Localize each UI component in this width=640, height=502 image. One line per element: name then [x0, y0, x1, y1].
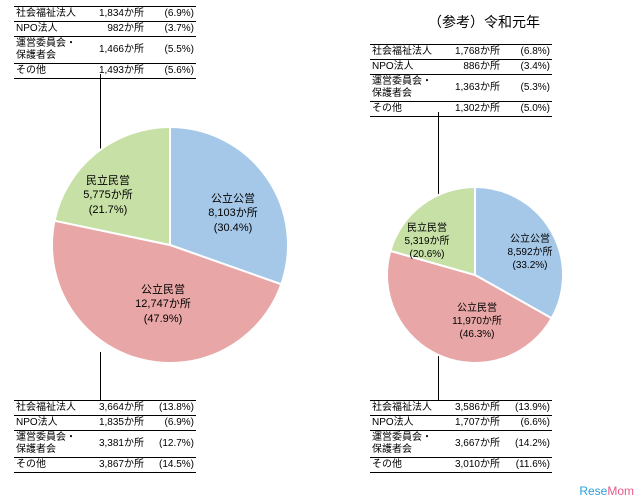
row-label: 社会福祉法人: [370, 401, 442, 416]
slice-name: 公立公営: [510, 234, 550, 245]
table-row: その他3,867か所(14.5%): [14, 458, 196, 473]
row-count: 1,493か所: [86, 64, 146, 79]
brand-part-rese: Rese: [579, 484, 607, 498]
right-label-private-private: 民立民営 5,319か所 (20.6%): [392, 222, 462, 261]
row-count: 1,835か所: [86, 416, 146, 431]
row-pct: (6.9%): [146, 7, 196, 22]
row-label: NPO法人: [14, 22, 86, 37]
slice-name: 民立民営: [86, 175, 130, 187]
table-row: NPO法人886か所(3.4%): [370, 60, 552, 75]
row-count: 3,867か所: [86, 458, 146, 473]
slice-count: 11,970か所: [452, 316, 502, 327]
table-row: その他1,302か所(5.0%): [370, 102, 552, 117]
slice-pct: 30.4: [217, 222, 238, 234]
row-label: 社会福祉法人: [14, 401, 86, 416]
row-pct: (5.3%): [502, 75, 552, 102]
table-row: その他1,493か所(5.6%): [14, 64, 196, 79]
slice-pct: 47.9: [147, 313, 168, 325]
row-pct: (3.4%): [502, 60, 552, 75]
row-pct: (13.9%): [502, 401, 552, 416]
slice-count: 8,592か所: [507, 247, 552, 258]
right-top-breakdown: 社会福祉法人1,768か所(6.8%)NPO法人886か所(3.4%)運営委員会…: [370, 44, 552, 117]
table-row: NPO法人982か所(3.7%): [14, 22, 196, 37]
row-label: NPO法人: [370, 60, 442, 75]
row-pct: (5.6%): [146, 64, 196, 79]
row-pct: (3.7%): [146, 22, 196, 37]
row-label: その他: [14, 458, 86, 473]
table-row: 社会福祉法人3,664か所(13.8%): [14, 401, 196, 416]
left-bottom-breakdown: 社会福祉法人3,664か所(13.8%)NPO法人1,835か所(6.9%)運営…: [14, 400, 196, 473]
row-count: 3,586か所: [442, 401, 502, 416]
table-row: NPO法人1,707か所(6.6%): [370, 416, 552, 431]
row-pct: (13.8%): [146, 401, 196, 416]
right-label-public-private: 公立民営 11,970か所 (46.3%): [432, 302, 522, 341]
row-count: 1,768か所: [442, 45, 502, 60]
row-label: 運営委員会・保護者会: [14, 431, 86, 458]
row-count: 1,363か所: [442, 75, 502, 102]
slice-pct: 33.2: [516, 260, 535, 271]
row-pct: (6.6%): [502, 416, 552, 431]
table-row: 運営委員会・保護者会1,363か所(5.3%): [370, 75, 552, 102]
right-label-public-public: 公立公営 8,592か所 (33.2%): [490, 233, 570, 272]
left-label-private-private: 民立民営 5,775か所 (21.7%): [68, 174, 148, 217]
row-pct: (5.0%): [502, 102, 552, 117]
slice-count: 5,775か所: [83, 189, 133, 201]
brand-logo: ReseMom: [579, 484, 634, 498]
left-pie-chart: [50, 125, 290, 365]
table-row: 運営委員会・保護者会3,381か所(12.7%): [14, 431, 196, 458]
row-label: NPO法人: [14, 416, 86, 431]
row-count: 3,381か所: [86, 431, 146, 458]
row-pct: (6.8%): [502, 45, 552, 60]
row-pct: (11.6%): [502, 458, 552, 473]
brand-part-mom: Mom: [607, 484, 634, 498]
row-pct: (6.9%): [146, 416, 196, 431]
table-row: その他3,010か所(11.6%): [370, 458, 552, 473]
row-count: 3,667か所: [442, 431, 502, 458]
table-row: 運営委員会・保護者会3,667か所(14.2%): [370, 431, 552, 458]
left-label-public-public: 公立公営 8,103か所 (30.4%): [188, 192, 278, 235]
row-label: 運営委員会・保護者会: [14, 37, 86, 64]
table-row: 社会福祉法人1,834か所(6.9%): [14, 7, 196, 22]
row-count: 1,707か所: [442, 416, 502, 431]
row-pct: (5.5%): [146, 37, 196, 64]
slice-name: 公立民営: [457, 303, 497, 314]
slice-pct: 21.7: [92, 204, 113, 216]
row-label: その他: [370, 458, 442, 473]
slice-count: 5,319か所: [404, 236, 449, 247]
row-label: NPO法人: [370, 416, 442, 431]
left-label-public-private: 公立民営 12,747か所 (47.9%): [113, 283, 213, 326]
row-count: 1,834か所: [86, 7, 146, 22]
table-row: 運営委員会・保護者会1,466か所(5.5%): [14, 37, 196, 64]
row-count: 886か所: [442, 60, 502, 75]
right-bottom-breakdown: 社会福祉法人3,586か所(13.9%)NPO法人1,707か所(6.6%)運営…: [370, 400, 552, 473]
row-count: 1,466か所: [86, 37, 146, 64]
row-label: その他: [14, 64, 86, 79]
table-row: NPO法人1,835か所(6.9%): [14, 416, 196, 431]
row-count: 3,664か所: [86, 401, 146, 416]
row-count: 3,010か所: [442, 458, 502, 473]
row-label: 運営委員会・保護者会: [370, 431, 442, 458]
row-label: 社会福祉法人: [370, 45, 442, 60]
row-label: 社会福祉法人: [14, 7, 86, 22]
row-count: 1,302か所: [442, 102, 502, 117]
row-pct: (14.2%): [502, 431, 552, 458]
row-pct: (12.7%): [146, 431, 196, 458]
table-row: 社会福祉法人1,768か所(6.8%): [370, 45, 552, 60]
row-count: 982か所: [86, 22, 146, 37]
slice-name: 公立民営: [141, 284, 185, 296]
slice-pct: 20.6: [413, 249, 432, 260]
slice-name: 民立民営: [407, 223, 447, 234]
slice-count: 12,747か所: [135, 298, 191, 310]
row-pct: (14.5%): [146, 458, 196, 473]
reference-title: （参考）令和元年: [428, 12, 540, 32]
left-top-breakdown: 社会福祉法人1,834か所(6.9%)NPO法人982か所(3.7%)運営委員会…: [14, 6, 196, 79]
slice-pct: 46.3: [463, 329, 482, 340]
table-row: 社会福祉法人3,586か所(13.9%): [370, 401, 552, 416]
row-label: その他: [370, 102, 442, 117]
row-label: 運営委員会・保護者会: [370, 75, 442, 102]
slice-count: 8,103か所: [208, 207, 258, 219]
slice-name: 公立公営: [211, 193, 255, 205]
